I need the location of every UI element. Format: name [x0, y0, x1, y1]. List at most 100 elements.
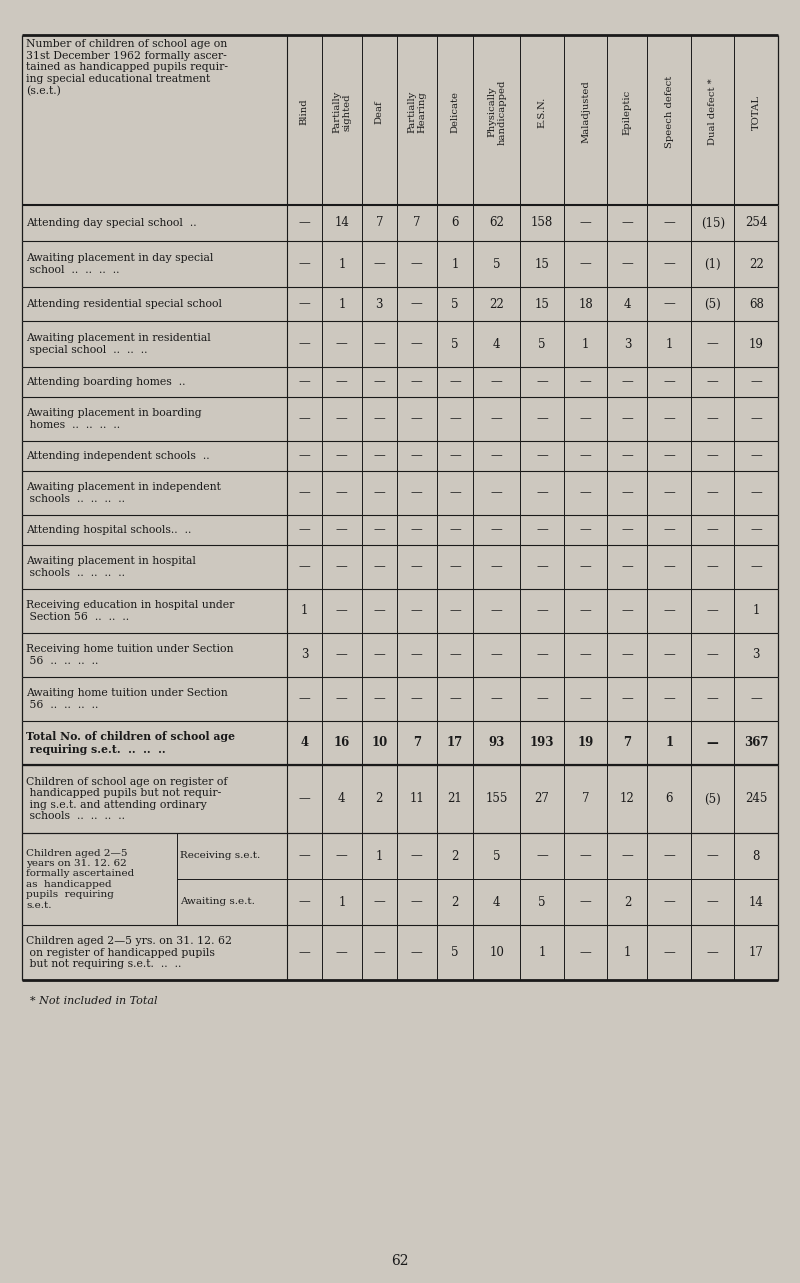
Text: —: — — [411, 896, 422, 908]
Text: —: — — [411, 486, 422, 499]
Text: —: — — [449, 604, 461, 617]
Text: —: — — [707, 736, 718, 749]
Text: Awaiting placement in day special
 school  ..  ..  ..  ..: Awaiting placement in day special school… — [26, 253, 214, 275]
Text: —: — — [622, 849, 634, 862]
Text: —: — — [449, 561, 461, 574]
Text: —: — — [663, 604, 675, 617]
Text: —: — — [622, 449, 634, 462]
Text: —: — — [491, 376, 502, 389]
Text: Total No. of children of school age
 requiring s.e.t.  ..  ..  ..: Total No. of children of school age requ… — [26, 731, 235, 754]
Text: 93: 93 — [489, 736, 505, 749]
Text: —: — — [374, 561, 385, 574]
Text: 2: 2 — [451, 896, 458, 908]
Text: 5: 5 — [538, 896, 546, 908]
Text: Delicate: Delicate — [450, 91, 459, 133]
Text: Children aged 2—5 yrs. on 31. 12. 62
 on register of handicapped pupils
 but not: Children aged 2—5 yrs. on 31. 12. 62 on … — [26, 935, 232, 969]
Text: —: — — [411, 604, 422, 617]
Text: —: — — [663, 413, 675, 426]
Text: —: — — [336, 648, 348, 662]
Text: —: — — [663, 449, 675, 462]
Text: Awaiting placement in boarding
 homes  ..  ..  ..  ..: Awaiting placement in boarding homes .. … — [26, 408, 202, 430]
Text: —: — — [449, 376, 461, 389]
Text: —: — — [750, 523, 762, 536]
Text: 16: 16 — [334, 736, 350, 749]
Text: —: — — [707, 896, 718, 908]
Text: 5: 5 — [493, 258, 501, 271]
Text: —: — — [536, 648, 548, 662]
Text: —: — — [580, 604, 591, 617]
Text: —: — — [336, 337, 348, 350]
Text: 3: 3 — [753, 648, 760, 662]
Text: —: — — [298, 793, 310, 806]
Text: —: — — [707, 337, 718, 350]
Text: —: — — [298, 896, 310, 908]
Text: 1: 1 — [665, 736, 674, 749]
Text: Physically
handicapped: Physically handicapped — [487, 80, 506, 145]
Text: —: — — [491, 413, 502, 426]
Text: 2: 2 — [451, 849, 458, 862]
Text: E.S.N.: E.S.N. — [538, 96, 546, 127]
Text: Awaiting placement in independent
 schools  ..  ..  ..  ..: Awaiting placement in independent school… — [26, 482, 221, 504]
Text: —: — — [374, 413, 385, 426]
Text: —: — — [536, 413, 548, 426]
Text: Number of children of school age on
31st December 1962 formally ascer-
tained as: Number of children of school age on 31st… — [26, 38, 228, 96]
Text: —: — — [449, 523, 461, 536]
Text: —: — — [750, 413, 762, 426]
Text: —: — — [449, 693, 461, 706]
Text: 17: 17 — [749, 946, 764, 958]
Text: —: — — [622, 258, 634, 271]
Text: —: — — [298, 486, 310, 499]
Text: —: — — [298, 217, 310, 230]
Text: —: — — [580, 523, 591, 536]
Text: 6: 6 — [451, 217, 458, 230]
Text: 7: 7 — [375, 217, 383, 230]
Text: Awaiting placement in hospital
 schools  ..  ..  ..  ..: Awaiting placement in hospital schools .… — [26, 557, 196, 577]
Text: TOTAL: TOTAL — [752, 95, 761, 130]
Text: —: — — [491, 449, 502, 462]
Text: 1: 1 — [582, 337, 590, 350]
Text: —: — — [580, 896, 591, 908]
Text: —: — — [536, 523, 548, 536]
Text: —: — — [580, 561, 591, 574]
Text: —: — — [336, 376, 348, 389]
Text: —: — — [374, 449, 385, 462]
Text: Awaiting home tuition under Section
 56  ..  ..  ..  ..: Awaiting home tuition under Section 56 .… — [26, 688, 228, 709]
Text: —: — — [663, 217, 675, 230]
Text: —: — — [336, 946, 348, 958]
Text: —: — — [707, 849, 718, 862]
Text: Attending independent schools  ..: Attending independent schools .. — [26, 452, 210, 461]
Text: —: — — [707, 486, 718, 499]
Text: 19: 19 — [578, 736, 594, 749]
Text: —: — — [707, 449, 718, 462]
Text: 245: 245 — [745, 793, 767, 806]
Text: —: — — [707, 604, 718, 617]
Text: —: — — [580, 849, 591, 862]
Text: 4: 4 — [338, 793, 346, 806]
Text: 158: 158 — [531, 217, 554, 230]
Text: —: — — [298, 337, 310, 350]
Text: —: — — [374, 693, 385, 706]
Text: 15: 15 — [534, 298, 550, 310]
Text: —: — — [622, 376, 634, 389]
Text: (5): (5) — [704, 298, 721, 310]
Text: —: — — [750, 561, 762, 574]
Text: —: — — [707, 413, 718, 426]
Text: —: — — [374, 946, 385, 958]
Text: —: — — [663, 693, 675, 706]
Text: —: — — [411, 849, 422, 862]
Text: 12: 12 — [620, 793, 634, 806]
Text: —: — — [374, 896, 385, 908]
Text: —: — — [298, 376, 310, 389]
Text: —: — — [336, 523, 348, 536]
Text: 1: 1 — [624, 946, 631, 958]
Text: —: — — [580, 258, 591, 271]
Text: 3: 3 — [624, 337, 631, 350]
Text: —: — — [663, 896, 675, 908]
Text: —: — — [663, 376, 675, 389]
Text: —: — — [536, 486, 548, 499]
Text: 4: 4 — [300, 736, 309, 749]
Text: —: — — [298, 449, 310, 462]
Text: —: — — [298, 561, 310, 574]
Text: Awaiting placement in residential
 special school  ..  ..  ..: Awaiting placement in residential specia… — [26, 334, 210, 355]
Text: —: — — [580, 449, 591, 462]
